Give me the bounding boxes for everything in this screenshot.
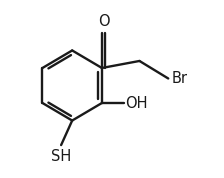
Text: OH: OH	[125, 96, 148, 111]
Text: SH: SH	[51, 149, 71, 164]
Text: O: O	[98, 14, 110, 29]
Text: Br: Br	[172, 71, 187, 86]
